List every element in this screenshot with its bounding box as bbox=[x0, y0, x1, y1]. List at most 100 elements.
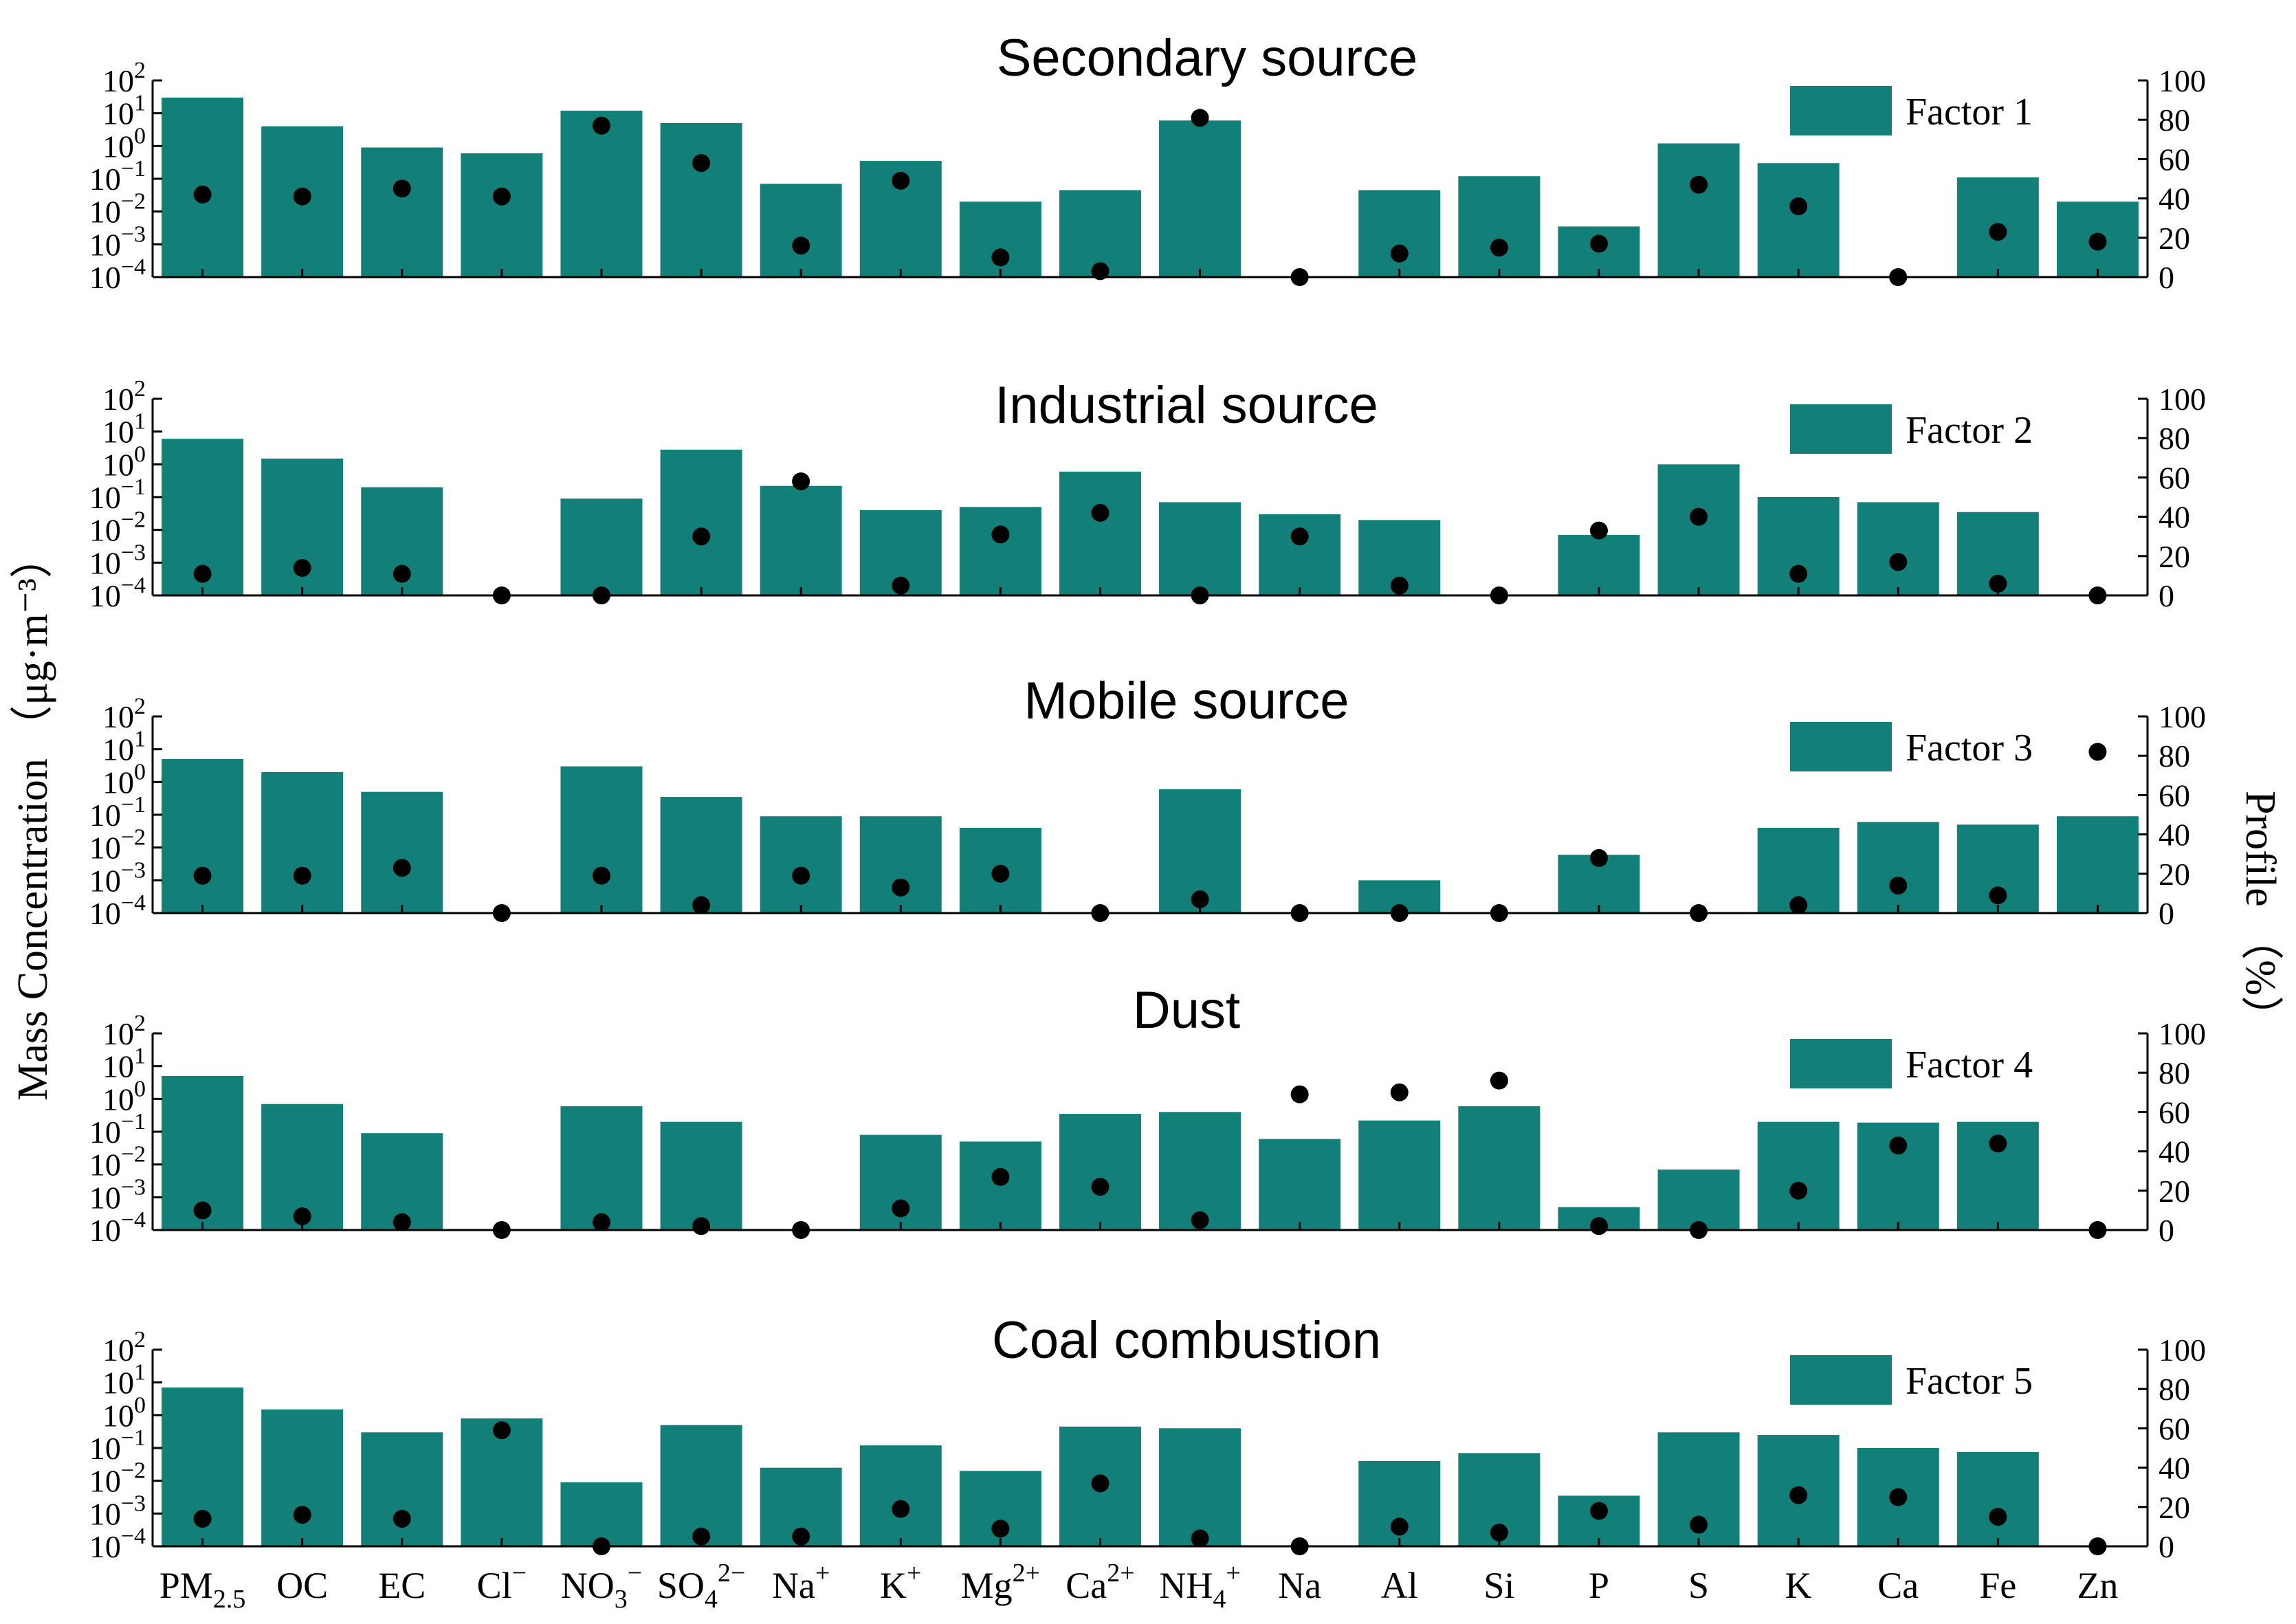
panel-title: Mobile source bbox=[1024, 672, 1349, 730]
y-left-tick-label: 101 bbox=[102, 727, 146, 767]
y-right-tick-label: 0 bbox=[2159, 260, 2174, 295]
y-axis-left-label: Mass Concentration （μg·m⁻³） bbox=[10, 536, 56, 1101]
bar-1-16 bbox=[1657, 143, 1740, 277]
bar-2-11 bbox=[1159, 502, 1241, 595]
x-category-label: EC bbox=[378, 1565, 426, 1606]
bar-1-4 bbox=[461, 153, 543, 277]
y-left-tick-label: 100 bbox=[102, 759, 146, 800]
bar-2-15 bbox=[1558, 535, 1640, 595]
profile-dot-5-2 bbox=[293, 1506, 311, 1524]
y-left-tick-label: 10−1 bbox=[89, 474, 146, 515]
y-left-tick-label: 10−4 bbox=[89, 254, 146, 295]
x-category-label: PM2.5 bbox=[159, 1565, 246, 1614]
bar-4-14 bbox=[1458, 1106, 1541, 1230]
y-right-tick-label: 40 bbox=[2159, 182, 2190, 217]
y-left-tick-label: 10−3 bbox=[89, 1491, 146, 1531]
y-left-tick-label: 10−2 bbox=[89, 1458, 146, 1499]
x-category-label: NO3− bbox=[561, 1559, 642, 1614]
bar-1-7 bbox=[760, 184, 842, 277]
y-right-tick-label: 0 bbox=[2159, 896, 2174, 931]
bar-1-3 bbox=[361, 147, 443, 277]
bar-4-11 bbox=[1159, 1112, 1241, 1230]
y-right-tick-label: 80 bbox=[2159, 1372, 2190, 1407]
bar-5-19 bbox=[1956, 1451, 2039, 1546]
y-right-tick-label: 60 bbox=[2159, 142, 2190, 177]
y-left-tick-label: 10−1 bbox=[89, 156, 146, 197]
bar-5-5 bbox=[560, 1482, 643, 1546]
panel-title: Secondary source bbox=[997, 29, 1418, 87]
y-right-tick-label: 80 bbox=[2159, 1055, 2190, 1090]
profile-dot-1-7 bbox=[792, 237, 810, 255]
panel-title: Dust bbox=[1133, 981, 1240, 1040]
bar-5-11 bbox=[1159, 1428, 1241, 1546]
y-right-tick-label: 0 bbox=[2159, 578, 2174, 613]
legend-label: Factor 4 bbox=[1906, 1044, 2033, 1086]
x-category-label: Mg2+ bbox=[961, 1559, 1040, 1606]
y-right-tick-label: 20 bbox=[2159, 1174, 2190, 1209]
profile-dot-1-14 bbox=[1490, 239, 1508, 257]
legend-swatch bbox=[1790, 1355, 1892, 1405]
profile-dot-2-6 bbox=[692, 527, 711, 546]
y-left-tick-label: 100 bbox=[102, 123, 146, 164]
bar-5-6 bbox=[660, 1425, 742, 1546]
y-left-tick-label: 10−1 bbox=[89, 1425, 146, 1466]
bar-1-6 bbox=[660, 123, 742, 277]
y-left-tick-label: 10−3 bbox=[89, 540, 146, 580]
y-left-tick-label: 10−3 bbox=[89, 857, 146, 898]
profile-dot-4-11 bbox=[1191, 1211, 1209, 1229]
bar-3-3 bbox=[361, 791, 443, 913]
y-left-tick-label: 102 bbox=[102, 1327, 146, 1368]
profile-dot-5-15 bbox=[1589, 1502, 1608, 1520]
bar-2-12 bbox=[1259, 514, 1341, 595]
profile-dot-3-1 bbox=[193, 866, 212, 885]
bar-3-7 bbox=[760, 816, 842, 913]
profile-dot-1-15 bbox=[1589, 234, 1608, 253]
legend-swatch bbox=[1790, 86, 1892, 135]
profile-dot-4-18 bbox=[1889, 1137, 1908, 1155]
bar-5-4 bbox=[461, 1418, 543, 1546]
x-axis-category-labels: PM2.5 OC EC Cl− NO3− SO42− Na+ K+ Mg2+ Ca2+ NH4+ Na… bbox=[159, 1559, 2119, 1614]
profile-dot-5-10 bbox=[1091, 1474, 1110, 1493]
y-right-tick-label: 40 bbox=[2159, 818, 2190, 853]
y-right-tick-label: 20 bbox=[2159, 857, 2190, 892]
panel-4: 10210110010−110−210−310−4100806040200Dus… bbox=[89, 981, 2206, 1248]
y-right-tick-label: 0 bbox=[2159, 1529, 2174, 1564]
profile-dot-4-13 bbox=[1390, 1083, 1409, 1101]
y-left-tick-label: 102 bbox=[102, 376, 146, 417]
profile-dot-4-1 bbox=[193, 1201, 212, 1220]
bar-4-16 bbox=[1657, 1170, 1740, 1230]
y-right-tick-label: 60 bbox=[2159, 1411, 2190, 1446]
bar-4-10 bbox=[1059, 1114, 1141, 1230]
y-right-tick-label: 80 bbox=[2159, 738, 2190, 773]
bar-4-13 bbox=[1358, 1120, 1441, 1230]
profile-dot-2-15 bbox=[1589, 521, 1608, 540]
y-right-tick-label: 100 bbox=[2159, 63, 2206, 98]
y-right-tick-label: 20 bbox=[2159, 1490, 2190, 1525]
legend-swatch bbox=[1790, 404, 1892, 454]
panel-title: Industrial source bbox=[995, 376, 1378, 435]
panel-2: 10210110010−110−210−310−4100806040200Ind… bbox=[89, 376, 2206, 613]
profile-dot-5-7 bbox=[792, 1527, 810, 1546]
profile-dot-4-2 bbox=[293, 1207, 311, 1225]
profile-dot-3-20 bbox=[2088, 743, 2107, 761]
profile-dot-4-10 bbox=[1091, 1178, 1110, 1196]
bar-4-17 bbox=[1757, 1121, 1840, 1230]
x-category-label: Si bbox=[1483, 1565, 1514, 1606]
y-right-tick-label: 100 bbox=[2159, 699, 2206, 734]
y-left-tick-label: 10−4 bbox=[89, 1207, 146, 1248]
profile-dot-5-14 bbox=[1490, 1523, 1508, 1541]
y-right-tick-label: 20 bbox=[2159, 221, 2190, 256]
y-right-tick-label: 20 bbox=[2159, 539, 2190, 574]
y-right-tick-label: 100 bbox=[2159, 382, 2206, 417]
profile-dot-2-12 bbox=[1290, 527, 1309, 546]
x-category-label: K+ bbox=[880, 1559, 921, 1606]
profile-dot-2-2 bbox=[293, 558, 311, 577]
y-right-tick-label: 100 bbox=[2159, 1016, 2206, 1051]
bar-1-5 bbox=[560, 110, 643, 277]
y-left-tick-label: 10−1 bbox=[89, 792, 146, 833]
legend-label: Factor 5 bbox=[1906, 1360, 2033, 1403]
profile-dot-3-9 bbox=[991, 864, 1010, 883]
profile-dot-4-8 bbox=[892, 1199, 910, 1218]
y-right-tick-label: 40 bbox=[2159, 1134, 2190, 1170]
